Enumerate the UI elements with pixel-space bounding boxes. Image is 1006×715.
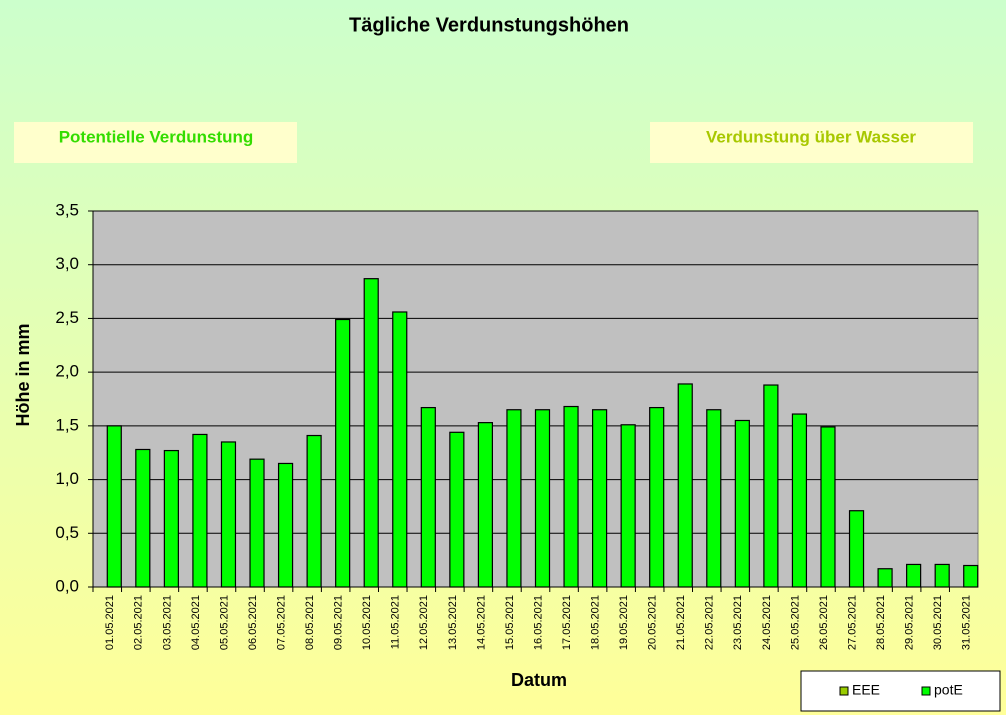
x-tick-label: 28.05.2021 [875,595,887,650]
bar [848,510,865,588]
x-tick-label: 12.05.2021 [418,595,430,650]
x-tick-label: 30.05.2021 [932,595,944,650]
x-tick-label: 16.05.2021 [532,595,544,650]
y-tick-label: 0,0 [55,576,79,595]
bar [934,563,950,588]
y-tick-label: 0,5 [55,523,79,542]
x-tick-label: 26.05.2021 [818,595,830,650]
info-box [14,122,297,163]
x-tick-label: 24.05.2021 [761,595,773,650]
x-tick-label: 27.05.2021 [846,595,858,650]
x-tick-label: 18.05.2021 [590,595,602,650]
bar [220,441,237,588]
legend-label: potE [934,682,963,698]
bar [963,564,979,588]
x-tick-label: 22.05.2021 [704,595,716,650]
x-tick-label: 29.05.2021 [904,595,916,650]
x-tick-label: 04.05.2021 [190,595,202,650]
bar [877,568,893,588]
y-axis-label: Höhe in mm [13,323,33,426]
bar [591,409,608,588]
bar [506,409,522,588]
x-tick-label: 11.05.2021 [390,595,402,649]
bar [649,406,665,588]
bar [363,278,379,588]
info-box-text: Potentielle Verdunstung [59,127,254,146]
bar [706,409,722,588]
x-tick-label: 23.05.2021 [732,595,744,650]
legend-label: EEE [852,682,880,698]
bar [135,448,151,588]
bar [335,318,351,588]
bar [420,406,436,588]
bar [734,419,750,588]
info-box-text: Verdunstung über Wasser [706,127,916,146]
bar [277,462,294,588]
y-tick-label: 2,0 [55,362,79,381]
x-tick-label: 14.05.2021 [475,595,487,650]
bar [677,383,693,588]
y-tick-label: 1,5 [55,415,79,434]
legend-swatch [921,686,931,696]
x-tick-label: 05.05.2021 [218,595,230,650]
bar [820,426,836,588]
bar [563,405,579,588]
x-tick-label: 31.05.2021 [961,595,973,650]
bar [192,433,208,588]
bar [620,424,636,588]
bar [791,413,808,588]
x-tick-label: 03.05.2021 [161,595,173,650]
bar [163,449,179,588]
y-tick-label: 1,0 [55,469,79,488]
legend [800,670,1001,712]
x-tick-label: 01.05.2021 [104,595,116,650]
x-tick-label: 19.05.2021 [618,595,630,650]
x-tick-label: 13.05.2021 [447,595,459,650]
bar [477,422,494,588]
y-tick-label: 2,5 [55,308,79,327]
x-tick-label: 25.05.2021 [789,595,801,650]
x-tick-label: 02.05.2021 [133,595,145,650]
bar [392,311,408,588]
x-axis-label: Datum [511,670,567,690]
legend-swatch [839,686,849,696]
y-tick-label: 3,0 [55,254,79,273]
x-tick-label: 08.05.2021 [304,595,316,650]
x-tick-label: 09.05.2021 [333,595,345,650]
y-tick-label: 3,5 [55,200,79,219]
x-tick-label: 21.05.2021 [675,595,687,650]
bar [449,431,465,588]
bar [906,563,922,588]
x-tick-label: 06.05.2021 [247,595,259,650]
x-tick-label: 10.05.2021 [361,595,373,650]
info-box [650,122,973,163]
bar [249,458,265,588]
x-tick-label: 07.05.2021 [275,595,287,650]
bar [534,409,551,588]
bar [763,384,779,588]
chart-title: Tägliche Verdunstungshöhen [349,14,629,36]
bar [306,434,322,588]
bar [106,425,122,588]
x-tick-label: 15.05.2021 [504,595,516,650]
x-tick-label: 17.05.2021 [561,595,573,650]
x-tick-label: 20.05.2021 [647,595,659,650]
